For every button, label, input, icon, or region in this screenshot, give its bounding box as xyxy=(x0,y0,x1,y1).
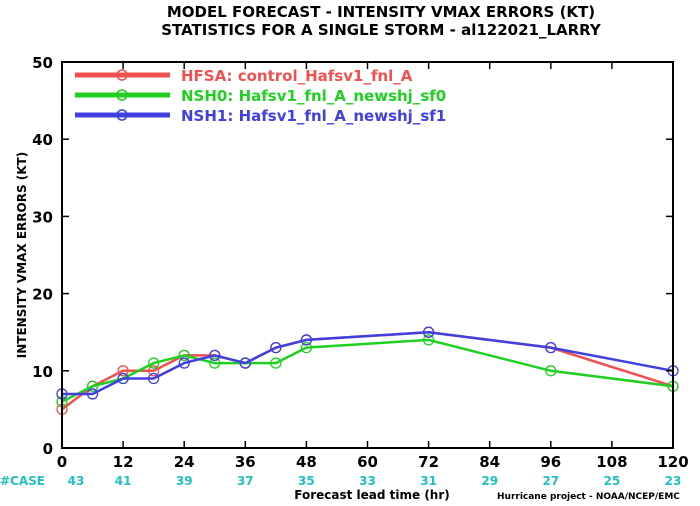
y-tick-label: 20 xyxy=(32,286,53,304)
series-layer xyxy=(56,326,679,416)
data-point xyxy=(422,334,435,346)
data-point xyxy=(422,326,435,338)
data-point xyxy=(178,349,190,362)
x-tick-label: 48 xyxy=(296,453,317,471)
x-tick-label: 36 xyxy=(235,453,256,471)
data-point xyxy=(270,357,282,369)
data-point xyxy=(209,349,221,362)
x-tick-label: 84 xyxy=(479,453,500,471)
credit-text: Hurricane project - NOAA/NCEP/EMC xyxy=(497,492,680,502)
chart-title-line2: STATISTICS FOR A SINGLE STORM - al122021… xyxy=(161,21,602,39)
y-tick-label: 40 xyxy=(32,131,53,149)
case-counts: 43 41 39 37 35 33 31 29 27 25 23 xyxy=(68,474,682,488)
chart-title-line1: MODEL FORECAST - INTENSITY VMAX ERRORS (… xyxy=(167,3,595,21)
data-point xyxy=(239,357,251,369)
x-tick-label: 108 xyxy=(596,453,627,471)
case-count: 33 xyxy=(359,474,376,488)
case-count: 43 xyxy=(68,474,85,488)
case-count: 37 xyxy=(237,474,254,488)
x-axis-label: Forecast lead time (hr) xyxy=(294,488,450,502)
case-count: 31 xyxy=(420,474,437,488)
data-point xyxy=(147,365,160,377)
legend-marker-hfsa xyxy=(116,69,128,81)
data-point xyxy=(147,357,160,369)
y-tick-label: 10 xyxy=(32,363,53,381)
y-tick-label: 50 xyxy=(32,54,53,72)
data-point xyxy=(545,341,557,354)
case-count: 23 xyxy=(665,474,682,488)
data-point xyxy=(117,365,129,377)
case-count: 25 xyxy=(604,474,621,488)
data-point xyxy=(86,388,99,400)
axis-ticks: 0 12 24 36 48 60 72 84 96 108 120 0 10 20 30 40 50 xyxy=(32,54,689,471)
legend-marker-nsh0 xyxy=(116,89,128,101)
data-point xyxy=(270,341,282,354)
x-tick-label: 72 xyxy=(418,453,439,471)
data-point xyxy=(147,372,160,385)
legend-marker-nsh1 xyxy=(116,109,128,121)
x-tick-label: 120 xyxy=(657,453,688,471)
x-tick-label: 0 xyxy=(57,453,67,471)
data-point xyxy=(545,365,557,377)
case-count: 35 xyxy=(298,474,315,488)
x-tick-label: 24 xyxy=(174,453,195,471)
data-point xyxy=(300,341,313,354)
x-tick-label: 12 xyxy=(113,453,134,471)
legend-entry-hfsa: HFSA: control_Hafsv1_fnl_A xyxy=(75,67,413,85)
case-count: 39 xyxy=(176,474,193,488)
legend-label-nsh1: NSH1: Hafsv1_fnl_A_newshj_sf1 xyxy=(181,107,446,125)
y-tick-label: 30 xyxy=(32,208,53,226)
x-tick-label: 96 xyxy=(540,453,561,471)
data-point xyxy=(178,357,190,369)
legend-label-nsh0: NSH0: Hafsv1_fnl_A_newshj_sf0 xyxy=(181,87,446,105)
legend-entry-nsh0: NSH0: Hafsv1_fnl_A_newshj_sf0 xyxy=(75,87,446,105)
case-count-label: #CASE xyxy=(0,474,45,488)
x-tick-label: 60 xyxy=(357,453,378,471)
data-point xyxy=(117,372,129,385)
data-point xyxy=(86,380,99,392)
y-tick-label: 0 xyxy=(43,440,53,458)
data-point xyxy=(209,357,221,369)
series-line-2 xyxy=(62,330,674,396)
case-count: 41 xyxy=(115,474,132,488)
case-count: 27 xyxy=(542,474,559,488)
legend-label-hfsa: HFSA: control_Hafsv1_fnl_A xyxy=(181,67,413,85)
case-count: 29 xyxy=(481,474,498,488)
data-point xyxy=(300,334,313,346)
legend: HFSA: control_Hafsv1_fnl_A NSH0: Hafsv1_… xyxy=(75,67,446,125)
y-axis-label: INTENSITY VMAX ERRORS (KT) xyxy=(15,152,29,358)
legend-entry-nsh1: NSH1: Hafsv1_fnl_A_newshj_sf1 xyxy=(75,107,446,125)
